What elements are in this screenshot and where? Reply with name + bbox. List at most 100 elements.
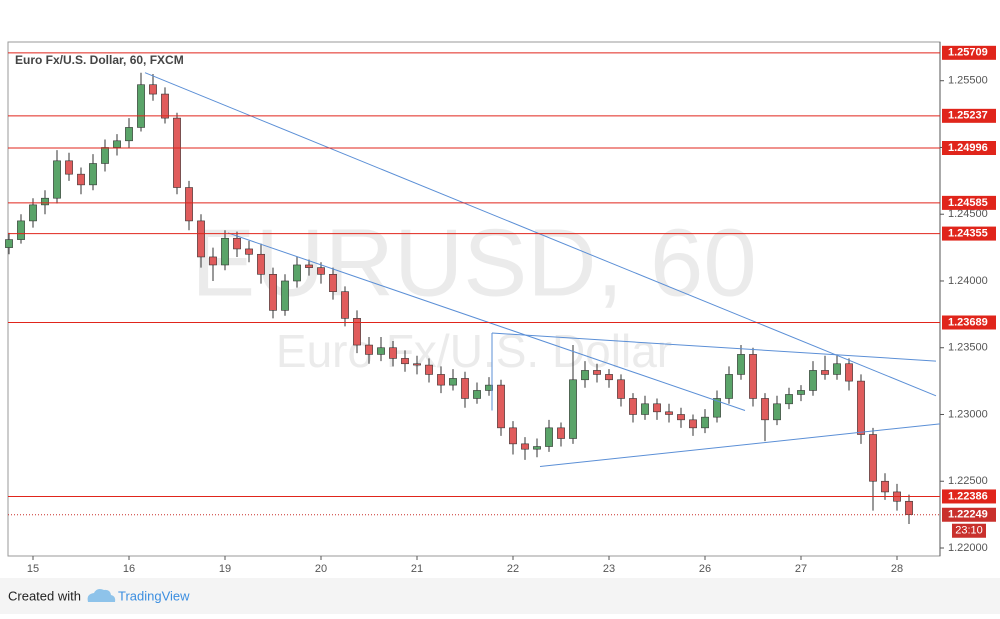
x-tick-label: 26 <box>699 563 711 575</box>
candle-body <box>185 187 193 222</box>
y-tick-label: 1.22500 <box>948 475 988 487</box>
candle-body <box>29 204 37 222</box>
candle-body <box>629 398 637 415</box>
level-label: 1.24355 <box>948 227 988 239</box>
candle-body <box>341 291 349 319</box>
level-label: 1.24585 <box>948 197 988 209</box>
tradingview-logo[interactable] <box>87 589 116 602</box>
footer-brand[interactable]: TradingView <box>118 588 190 603</box>
footer-bar <box>0 578 1000 614</box>
candle-body <box>653 403 661 413</box>
candle-body <box>317 267 325 275</box>
candle-body <box>773 403 781 421</box>
candle-body <box>857 380 865 435</box>
candle-body <box>293 264 301 282</box>
candle-body <box>749 354 757 399</box>
level-label-box <box>942 226 996 241</box>
candle-body <box>365 344 373 355</box>
x-tick-label: 15 <box>27 563 39 575</box>
x-tick-label: 21 <box>411 563 423 575</box>
y-tick-label: 1.24000 <box>948 275 988 287</box>
candle-body <box>569 379 577 439</box>
candle-body <box>617 379 625 399</box>
candle-body <box>17 220 25 240</box>
candle-body <box>245 248 253 255</box>
candle-body <box>161 93 169 119</box>
candle-body <box>449 378 457 386</box>
candle-body <box>281 280 289 311</box>
candle-body <box>869 434 877 482</box>
candle-body <box>233 237 241 250</box>
candle-body <box>905 500 913 515</box>
candle-body <box>53 160 61 199</box>
candle-body <box>425 364 433 375</box>
level-label: 1.25709 <box>948 47 988 59</box>
chart-title: Euro Fx/U.S. Dollar, 60, FXCM <box>15 53 184 67</box>
candle-body <box>77 173 85 186</box>
candle-body <box>737 354 745 375</box>
trend-line <box>539 423 941 468</box>
candle-body <box>389 347 397 359</box>
level-label: 1.23689 <box>948 316 988 328</box>
candle-body <box>173 117 181 188</box>
x-tick-label: 19 <box>219 563 231 575</box>
trend-line <box>227 232 746 411</box>
countdown-box <box>952 523 986 538</box>
level-label: 1.25237 <box>948 110 988 122</box>
candle-body <box>821 370 829 375</box>
candle-body <box>269 274 277 311</box>
level-label-box <box>942 45 996 60</box>
candle-body <box>437 374 445 386</box>
footer-text: Created with <box>8 588 81 603</box>
candle-body <box>761 398 769 421</box>
candle-body <box>689 419 697 429</box>
candle-body <box>485 384 493 391</box>
candle-body <box>677 414 685 421</box>
x-tick-label: 28 <box>891 563 903 575</box>
y-tick-label: 1.23000 <box>948 408 988 420</box>
candle-body <box>701 416 709 429</box>
candle-body <box>533 446 541 450</box>
level-label-box <box>942 141 996 156</box>
candle-body <box>377 347 385 355</box>
level-label-box <box>942 315 996 330</box>
candle-body <box>209 256 217 266</box>
chart-layer <box>5 52 941 524</box>
y-tick-label: 1.23500 <box>948 342 988 354</box>
level-label-box <box>942 195 996 210</box>
candle-body <box>521 443 529 450</box>
candle-body <box>329 274 337 292</box>
level-label: 1.24996 <box>948 142 988 154</box>
plot-frame <box>7 41 941 557</box>
candle-body <box>509 427 517 445</box>
last-price-label: 1.22249 <box>948 509 988 521</box>
candle-body <box>785 394 793 405</box>
candle-body <box>845 363 853 382</box>
candle-body <box>137 84 145 128</box>
candle-body <box>305 264 313 268</box>
candle-body <box>5 239 13 248</box>
candle-body <box>725 374 733 399</box>
candle-body <box>197 220 205 258</box>
candle-body <box>665 411 673 415</box>
candle-body <box>881 480 889 493</box>
x-tick-label: 23 <box>603 563 615 575</box>
candle-body <box>473 390 481 399</box>
candle-body <box>353 318 361 346</box>
candle-body <box>413 363 421 366</box>
candle-body <box>809 370 817 391</box>
candle-body <box>221 237 229 266</box>
candle-body <box>41 197 49 206</box>
candle-body <box>461 378 469 399</box>
x-tick-label: 27 <box>795 563 807 575</box>
x-tick-label: 20 <box>315 563 327 575</box>
countdown-label: 23:10 <box>955 525 983 537</box>
candle-body <box>605 374 613 381</box>
candle-body <box>125 127 133 142</box>
trend-line <box>144 72 937 397</box>
candle-body <box>401 358 409 365</box>
candle-body <box>149 84 157 95</box>
level-label-box <box>942 108 996 123</box>
candle-body <box>545 427 553 447</box>
